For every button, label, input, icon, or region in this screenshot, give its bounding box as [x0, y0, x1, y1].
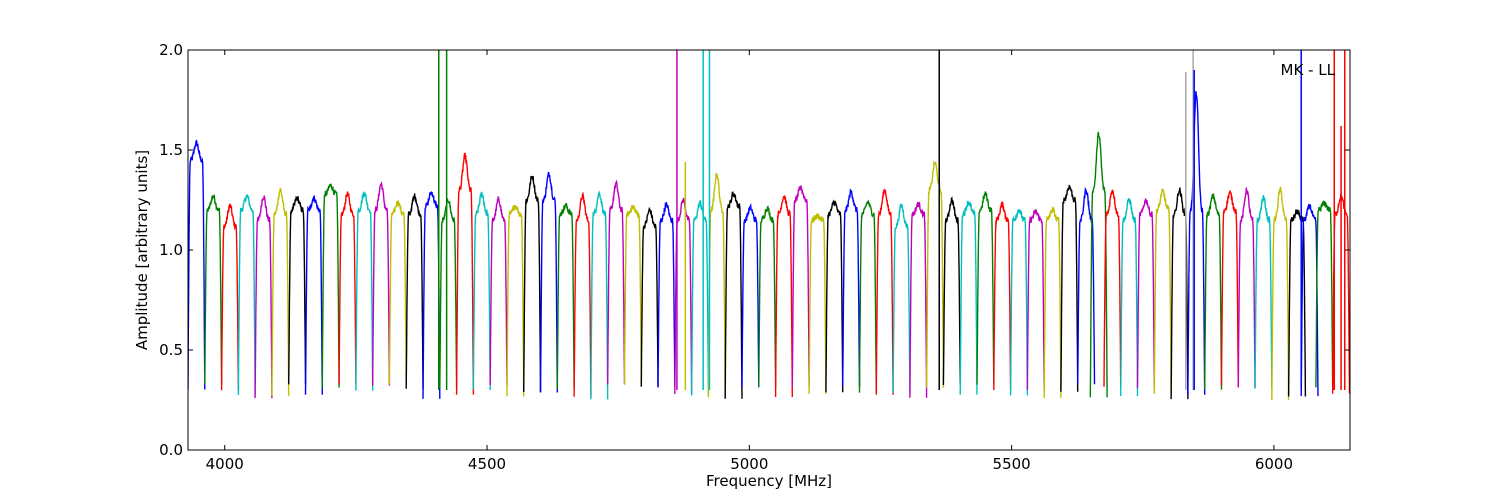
- band-line: [1203, 193, 1223, 390]
- band-line: [892, 202, 911, 394]
- band-line: [338, 191, 357, 385]
- y-tick-label: 1.0: [159, 241, 183, 259]
- x-tick-label: 6000: [1255, 455, 1293, 473]
- band-line: [909, 201, 928, 398]
- band-line: [355, 190, 374, 391]
- band-line: [455, 152, 475, 395]
- band-line: [1119, 198, 1139, 397]
- band-line: [220, 203, 240, 391]
- band-line: [657, 201, 676, 388]
- band-line: [993, 200, 1012, 391]
- band-line: [690, 200, 710, 396]
- band-line: [976, 191, 995, 385]
- band-line: [388, 200, 407, 385]
- band-line: [539, 171, 558, 393]
- band-line: [1287, 208, 1307, 397]
- band-line: [288, 195, 307, 385]
- y-tick-label: 2.0: [159, 41, 183, 59]
- band-line: [237, 194, 256, 396]
- x-tick-label: 5500: [993, 455, 1031, 473]
- band-line: [271, 186, 290, 396]
- x-tick-label: 4000: [206, 455, 244, 473]
- band-line: [506, 204, 525, 397]
- x-axis-label: Frequency [MHz]: [706, 472, 832, 490]
- y-axis-label: Amplitude [arbitrary units]: [133, 150, 151, 350]
- band-line: [707, 172, 726, 398]
- band-line: [573, 191, 592, 397]
- band-line: [1089, 131, 1108, 398]
- plot-background: [188, 50, 1350, 450]
- band-line: [808, 213, 827, 394]
- chart-annotation: MK - LL: [1281, 61, 1336, 79]
- band-line: [1187, 91, 1206, 395]
- band-line: [842, 188, 861, 387]
- band-line: [942, 196, 961, 386]
- band-line: [875, 188, 894, 395]
- x-tick-label: 5000: [730, 455, 768, 473]
- band-line: [422, 191, 441, 399]
- band-line: [758, 205, 777, 387]
- band-line: [1153, 188, 1172, 394]
- band-line: [556, 203, 575, 390]
- band-line: [1026, 209, 1045, 390]
- band-line: [489, 196, 508, 386]
- band-line: [523, 175, 542, 393]
- band-line: [1271, 186, 1290, 400]
- band-line: [724, 190, 743, 399]
- series-layer: [188, 50, 1350, 400]
- band-line: [590, 190, 609, 400]
- band-line: [774, 195, 793, 398]
- band-line: [1315, 200, 1334, 388]
- band-line: [1043, 206, 1062, 398]
- band-line: [1009, 208, 1029, 396]
- band-line: [204, 194, 223, 385]
- band-line: [925, 160, 945, 388]
- band-line: [1136, 198, 1156, 388]
- band-line: [439, 197, 458, 388]
- band-line: [959, 200, 978, 395]
- ticks-layer: 4000 4500 5000 5500 6000 0.0 0.5 1.0 1.5 2.0: [159, 41, 1350, 473]
- band-line: [372, 180, 391, 386]
- band-line: [1220, 189, 1240, 386]
- y-tick-label: 0.0: [159, 441, 183, 459]
- y-tick-label: 0.5: [159, 341, 183, 359]
- band-line: [858, 199, 877, 393]
- band-line: [791, 185, 810, 387]
- band-line: [741, 202, 760, 388]
- band-line: [472, 191, 491, 391]
- band-line: [188, 139, 206, 390]
- band-line: [1300, 203, 1319, 397]
- y-tick-label: 1.5: [159, 141, 183, 159]
- band-line: [254, 195, 273, 399]
- band-line: [623, 204, 642, 385]
- band-line: [607, 179, 626, 385]
- band-line: [1060, 184, 1079, 392]
- band-line: [1103, 189, 1122, 387]
- band-line: [405, 193, 424, 389]
- band-line: [321, 183, 340, 388]
- x-tick-label: 4500: [468, 455, 506, 473]
- band-line: [304, 195, 323, 395]
- band-line: [825, 199, 844, 393]
- band-line: [1237, 187, 1256, 388]
- band-line: [1254, 194, 1273, 389]
- band-line: [640, 206, 659, 387]
